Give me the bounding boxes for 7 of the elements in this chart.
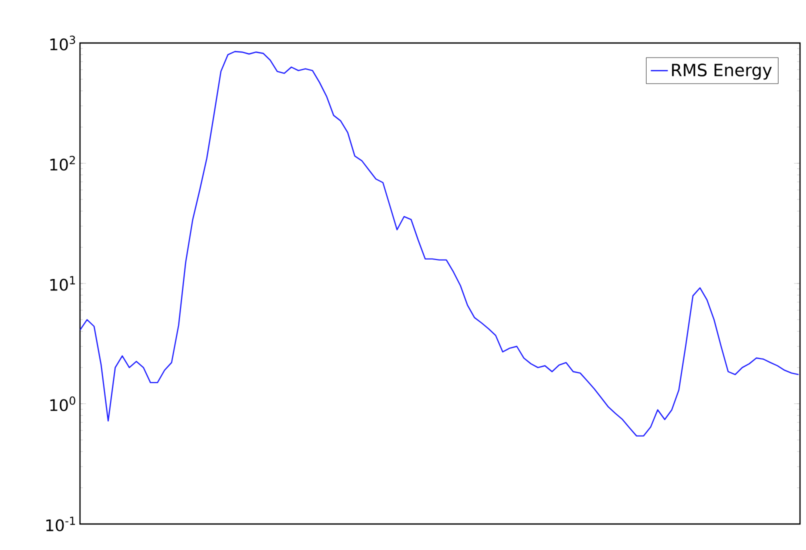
y-tick-label: 10$^{0}$ <box>50 396 76 412</box>
legend-label: RMS Energy <box>672 64 772 80</box>
y-tick-label: 10$^{-1}$ <box>46 516 75 532</box>
y-tick-label: 10$^{1}$ <box>50 276 75 291</box>
y-tick-label: 10$^{2}$ <box>50 156 75 171</box>
y-tick-label: 10$^{3}$ <box>50 36 76 50</box>
line-series <box>80 50 800 437</box>
